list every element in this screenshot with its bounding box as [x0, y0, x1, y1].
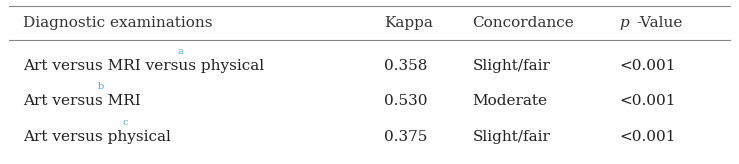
Text: Art versus physical: Art versus physical: [24, 130, 171, 144]
Text: Moderate: Moderate: [472, 94, 548, 108]
Text: p: p: [620, 16, 630, 30]
Text: 0.530: 0.530: [384, 94, 428, 108]
Text: <0.001: <0.001: [620, 130, 676, 144]
Text: b: b: [98, 82, 103, 91]
Text: Diagnostic examinations: Diagnostic examinations: [24, 16, 213, 30]
Text: a: a: [177, 47, 183, 56]
Text: Kappa: Kappa: [384, 16, 433, 30]
Text: c: c: [122, 118, 128, 127]
Text: 0.358: 0.358: [384, 59, 428, 73]
Text: <0.001: <0.001: [620, 94, 676, 108]
Text: Slight/fair: Slight/fair: [472, 130, 551, 144]
Text: Slight/fair: Slight/fair: [472, 59, 551, 73]
Text: Concordance: Concordance: [472, 16, 574, 30]
Text: -Value: -Value: [636, 16, 682, 30]
Text: 0.375: 0.375: [384, 130, 428, 144]
Text: Art versus MRI: Art versus MRI: [24, 94, 141, 108]
Text: Art versus MRI versus physical: Art versus MRI versus physical: [24, 59, 265, 73]
Text: <0.001: <0.001: [620, 59, 676, 73]
